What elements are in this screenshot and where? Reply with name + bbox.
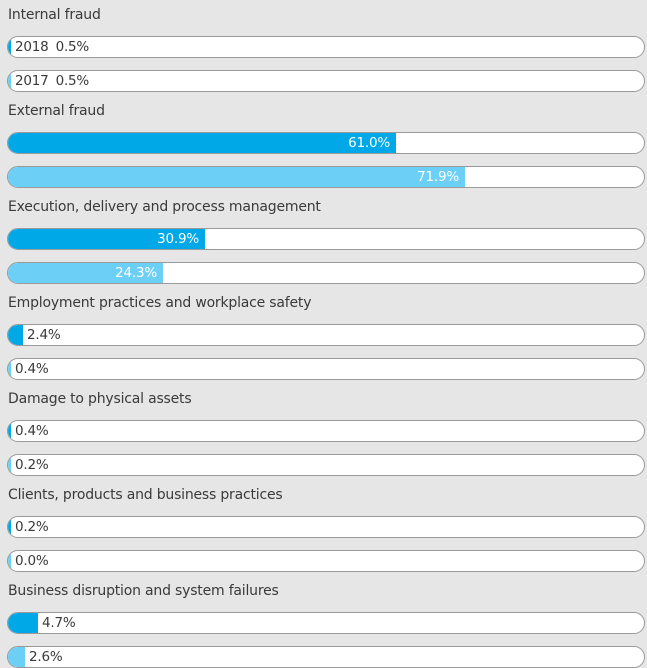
bar-track: 2018 0.5% bbox=[7, 36, 645, 58]
bar-track: 2017 0.5% bbox=[7, 70, 645, 92]
value-text: 71.9% bbox=[417, 169, 459, 185]
legend-year-label: 2018 bbox=[15, 39, 49, 55]
category-label: Execution, delivery and process manageme… bbox=[8, 199, 321, 215]
bar-2017 bbox=[8, 551, 11, 571]
bar-track: 0.4% bbox=[7, 358, 645, 380]
data-label: 2.6% bbox=[29, 647, 63, 667]
category-label: Employment practices and workplace safet… bbox=[8, 295, 312, 311]
bar-track: 0.0% bbox=[7, 550, 645, 572]
data-label: 71.9% bbox=[8, 167, 459, 187]
bar-track: 30.9% bbox=[7, 228, 645, 250]
bar-track: 0.4% bbox=[7, 420, 645, 442]
data-label: 2018 0.5% bbox=[15, 37, 89, 57]
bar-track: 61.0% bbox=[7, 132, 645, 154]
value-text: 0.0% bbox=[15, 553, 49, 569]
bar-2017 bbox=[8, 647, 25, 667]
data-label: 24.3% bbox=[8, 263, 157, 283]
bar-2018 bbox=[8, 613, 38, 633]
category-label: Clients, products and business practices bbox=[8, 487, 283, 503]
data-label: 30.9% bbox=[8, 229, 199, 249]
bar-2018 bbox=[8, 133, 396, 153]
bar-2018 bbox=[8, 37, 11, 57]
category-label: External fraud bbox=[8, 103, 105, 119]
bar-2018 bbox=[8, 517, 11, 537]
data-label: 0.4% bbox=[15, 359, 49, 379]
bar-2017 bbox=[8, 359, 11, 379]
value-text: 61.0% bbox=[348, 135, 390, 151]
bar-track: 2.6% bbox=[7, 646, 645, 668]
data-label: 0.0% bbox=[15, 551, 49, 571]
data-label: 2.4% bbox=[27, 325, 61, 345]
bar-2018 bbox=[8, 325, 23, 345]
data-label: 61.0% bbox=[8, 133, 390, 153]
value-text: 0.4% bbox=[15, 423, 49, 439]
bar-2017 bbox=[8, 167, 465, 187]
value-text: 2.4% bbox=[27, 327, 61, 343]
bar-track: 2.4% bbox=[7, 324, 645, 346]
value-text: 24.3% bbox=[115, 265, 157, 281]
category-label: Damage to physical assets bbox=[8, 391, 192, 407]
bar-track: 0.2% bbox=[7, 454, 645, 476]
bar-2018 bbox=[8, 421, 11, 441]
bar-track: 4.7% bbox=[7, 612, 645, 634]
bar-track: 24.3% bbox=[7, 262, 645, 284]
bar-2017 bbox=[8, 71, 11, 91]
value-text: 30.9% bbox=[157, 231, 199, 247]
data-label: 0.4% bbox=[15, 421, 49, 441]
value-text: 0.5% bbox=[55, 73, 90, 89]
data-label: 0.2% bbox=[15, 455, 49, 475]
data-label: 0.2% bbox=[15, 517, 49, 537]
value-text: 0.2% bbox=[15, 519, 49, 535]
value-text: 0.5% bbox=[55, 39, 90, 55]
bar-2017 bbox=[8, 263, 163, 283]
category-label: Internal fraud bbox=[8, 7, 101, 23]
bar-track: 0.2% bbox=[7, 516, 645, 538]
data-label: 2017 0.5% bbox=[15, 71, 89, 91]
legend-year-label: 2017 bbox=[15, 73, 49, 89]
category-label: Business disruption and system failures bbox=[8, 583, 279, 599]
bar-2017 bbox=[8, 455, 11, 475]
value-text: 0.4% bbox=[15, 361, 49, 377]
value-text: 2.6% bbox=[29, 649, 63, 665]
value-text: 4.7% bbox=[42, 615, 76, 631]
data-label: 4.7% bbox=[42, 613, 76, 633]
bar-track: 71.9% bbox=[7, 166, 645, 188]
bar-2018 bbox=[8, 229, 205, 249]
value-text: 0.2% bbox=[15, 457, 49, 473]
